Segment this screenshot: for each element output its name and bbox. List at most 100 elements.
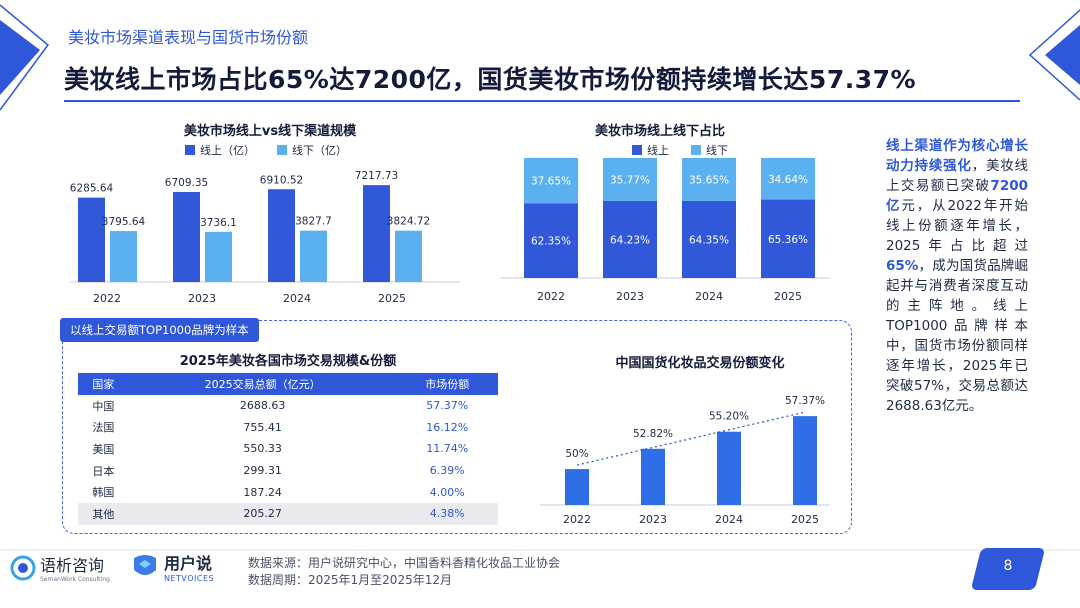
stacked-bar-chart: 62.35% 37.65% 2022 64.23% 35.77% 2023 64.35% 35…: [500, 158, 830, 303]
legend-item: 线上（亿）: [185, 142, 255, 158]
column-header: 市场份额: [396, 373, 498, 395]
chart-title: 美妆市场线上vs线下渠道规模: [183, 124, 357, 139]
tick-label: 2023: [639, 513, 667, 526]
tick-label: 2023: [616, 290, 644, 303]
tick-label: 2024: [695, 290, 723, 303]
bar-segment: [524, 158, 578, 204]
data-label: 52.82%: [633, 428, 673, 440]
table-cell: 法国: [92, 421, 115, 435]
data-label: 65.36%: [768, 234, 808, 246]
table-cell: 11.74%: [426, 442, 469, 456]
netvoices-logo: 用户说 NETVOICES: [130, 550, 214, 583]
bar-segment: [761, 158, 815, 200]
period-line: 数据周期：2025年1月至2025年12月: [248, 573, 452, 587]
body-text: ，成为国货品牌崛起并与消费者深度互动的主阵地。线上TOP1000品牌样本中，国货…: [886, 258, 1028, 414]
chart-legend: 线上 线下: [632, 142, 728, 158]
bar: [110, 231, 137, 282]
highlight-text: 7200亿: [886, 178, 1028, 214]
bar-segment: [761, 199, 815, 278]
footer-divider: [0, 549, 1080, 551]
data-label: 3827.7: [295, 216, 332, 228]
legend-item: 线上: [632, 142, 669, 158]
tick-label: 2023: [188, 292, 216, 305]
table-row: 中国 2688.63 57.37%: [78, 395, 498, 417]
chart-title: 美妆市场线上线下占比: [594, 124, 725, 139]
table-cell: 中国: [92, 399, 115, 413]
table-cell: 550.33: [243, 442, 282, 456]
bar: [565, 469, 589, 505]
tick-label: 2025: [774, 290, 802, 303]
legend-item: 线下: [691, 142, 728, 158]
table-cell: 日本: [92, 464, 115, 478]
table-cell: 4.00%: [429, 485, 465, 499]
table-cell: 299.31: [243, 464, 282, 478]
tick-label: 2022: [563, 513, 591, 526]
data-label: 35.77%: [610, 174, 650, 186]
share-trend-chart: 50% 2022 52.82% 2023 55.20% 2024 57.37% 2025: [540, 395, 830, 526]
data-label: 62.35%: [531, 236, 571, 248]
table-row: 法国 755.41 16.12%: [78, 417, 498, 439]
data-label: 3736.1: [200, 217, 237, 229]
bar: [173, 191, 200, 282]
legend-swatch: [632, 145, 642, 155]
tick-label: 2022: [93, 292, 121, 305]
table-cell: 美国: [92, 442, 115, 456]
trend-line: [576, 411, 806, 466]
bar-segment: [603, 200, 657, 278]
bar-segment: [682, 158, 736, 201]
grouped-bar-chart: 6285.64 3795.64 2022 6709.35 3736.1 2023 6910.…: [70, 170, 460, 305]
legend-label: 线下（亿）: [292, 144, 347, 157]
legend-label: 线上（亿）: [200, 144, 255, 157]
bar: [717, 431, 741, 505]
data-source: 数据来源：用户说研究中心，中国香料香精化妆品工业协会 数据周期：2025年1月至…: [248, 555, 560, 589]
semanwork-logo: 语析咨询 SemanWork Consulting: [10, 552, 110, 583]
source-line: 数据来源：用户说研究中心，中国香料香精化妆品工业协会: [248, 556, 561, 570]
column-header: 2025交易总额（亿元）: [128, 373, 397, 395]
highlight-text: 线上渠道作为核心增长动力持续强化: [886, 138, 1028, 174]
data-label: 6709.35: [165, 177, 208, 189]
table-cell: 205.27: [128, 502, 397, 525]
tick-label: 2022: [537, 290, 565, 303]
data-label: 3795.64: [102, 216, 146, 228]
table-cell: 187.24: [243, 485, 282, 499]
data-label: 6285.64: [70, 183, 114, 195]
summary-paragraph: 线上渠道作为核心增长动力持续强化，美妆线上交易额已突破7200亿元，从2022年…: [886, 136, 1028, 416]
data-label: 64.35%: [689, 234, 729, 246]
logo-name: 语析咨询: [40, 556, 105, 575]
table-cell: 6.39%: [429, 464, 465, 478]
table-cell: 4.38%: [396, 502, 498, 525]
chart-title: 中国国货化妆品交易份额变化: [615, 356, 785, 371]
table-cell: 755.41: [243, 420, 282, 434]
tick-label: 2025: [378, 292, 406, 305]
table-cell: 57.37%: [426, 399, 469, 413]
highlight-text: 65%: [886, 258, 919, 274]
chart-legend: 线上（亿） 线下（亿）: [185, 142, 347, 158]
table-title: 2025年美妆各国市场交易规模&份额: [179, 354, 397, 369]
table-row: 日本 299.31 6.39%: [78, 460, 498, 482]
tick-label: 2025: [791, 513, 819, 526]
sample-note: 以线上交易额TOP1000品牌为样本: [60, 318, 259, 342]
semanwork-logo-icon: [10, 555, 36, 580]
table-header-row: 国家 2025交易总额（亿元） 市场份额: [78, 373, 498, 395]
legend-label: 线上: [647, 144, 669, 157]
data-label: 37.65%: [531, 176, 571, 188]
corner-decoration: [1028, 9, 1080, 101]
logo-name: 用户说: [164, 554, 213, 573]
bar: [78, 197, 105, 282]
page-title: 美妆线上市场占比65%达7200亿，国货美妆市场份额持续增长达57.37%: [64, 65, 917, 94]
data-label: 34.64%: [768, 174, 808, 186]
data-label: 64.23%: [610, 234, 650, 246]
legend-swatch: [691, 145, 701, 155]
data-label: 3824.72: [387, 216, 430, 228]
bar: [205, 231, 232, 282]
bar: [395, 230, 422, 282]
netvoices-logo-icon: [134, 554, 156, 575]
table-cell: 16.12%: [426, 420, 469, 434]
data-label: 6910.52: [260, 174, 303, 186]
title-divider: [64, 100, 1020, 102]
bar: [300, 230, 327, 282]
legend-label: 线下: [706, 144, 728, 157]
logo-subtitle: NETVOICES: [164, 574, 215, 583]
bar-segment: [682, 200, 736, 278]
table-cell: 韩国: [92, 486, 115, 500]
